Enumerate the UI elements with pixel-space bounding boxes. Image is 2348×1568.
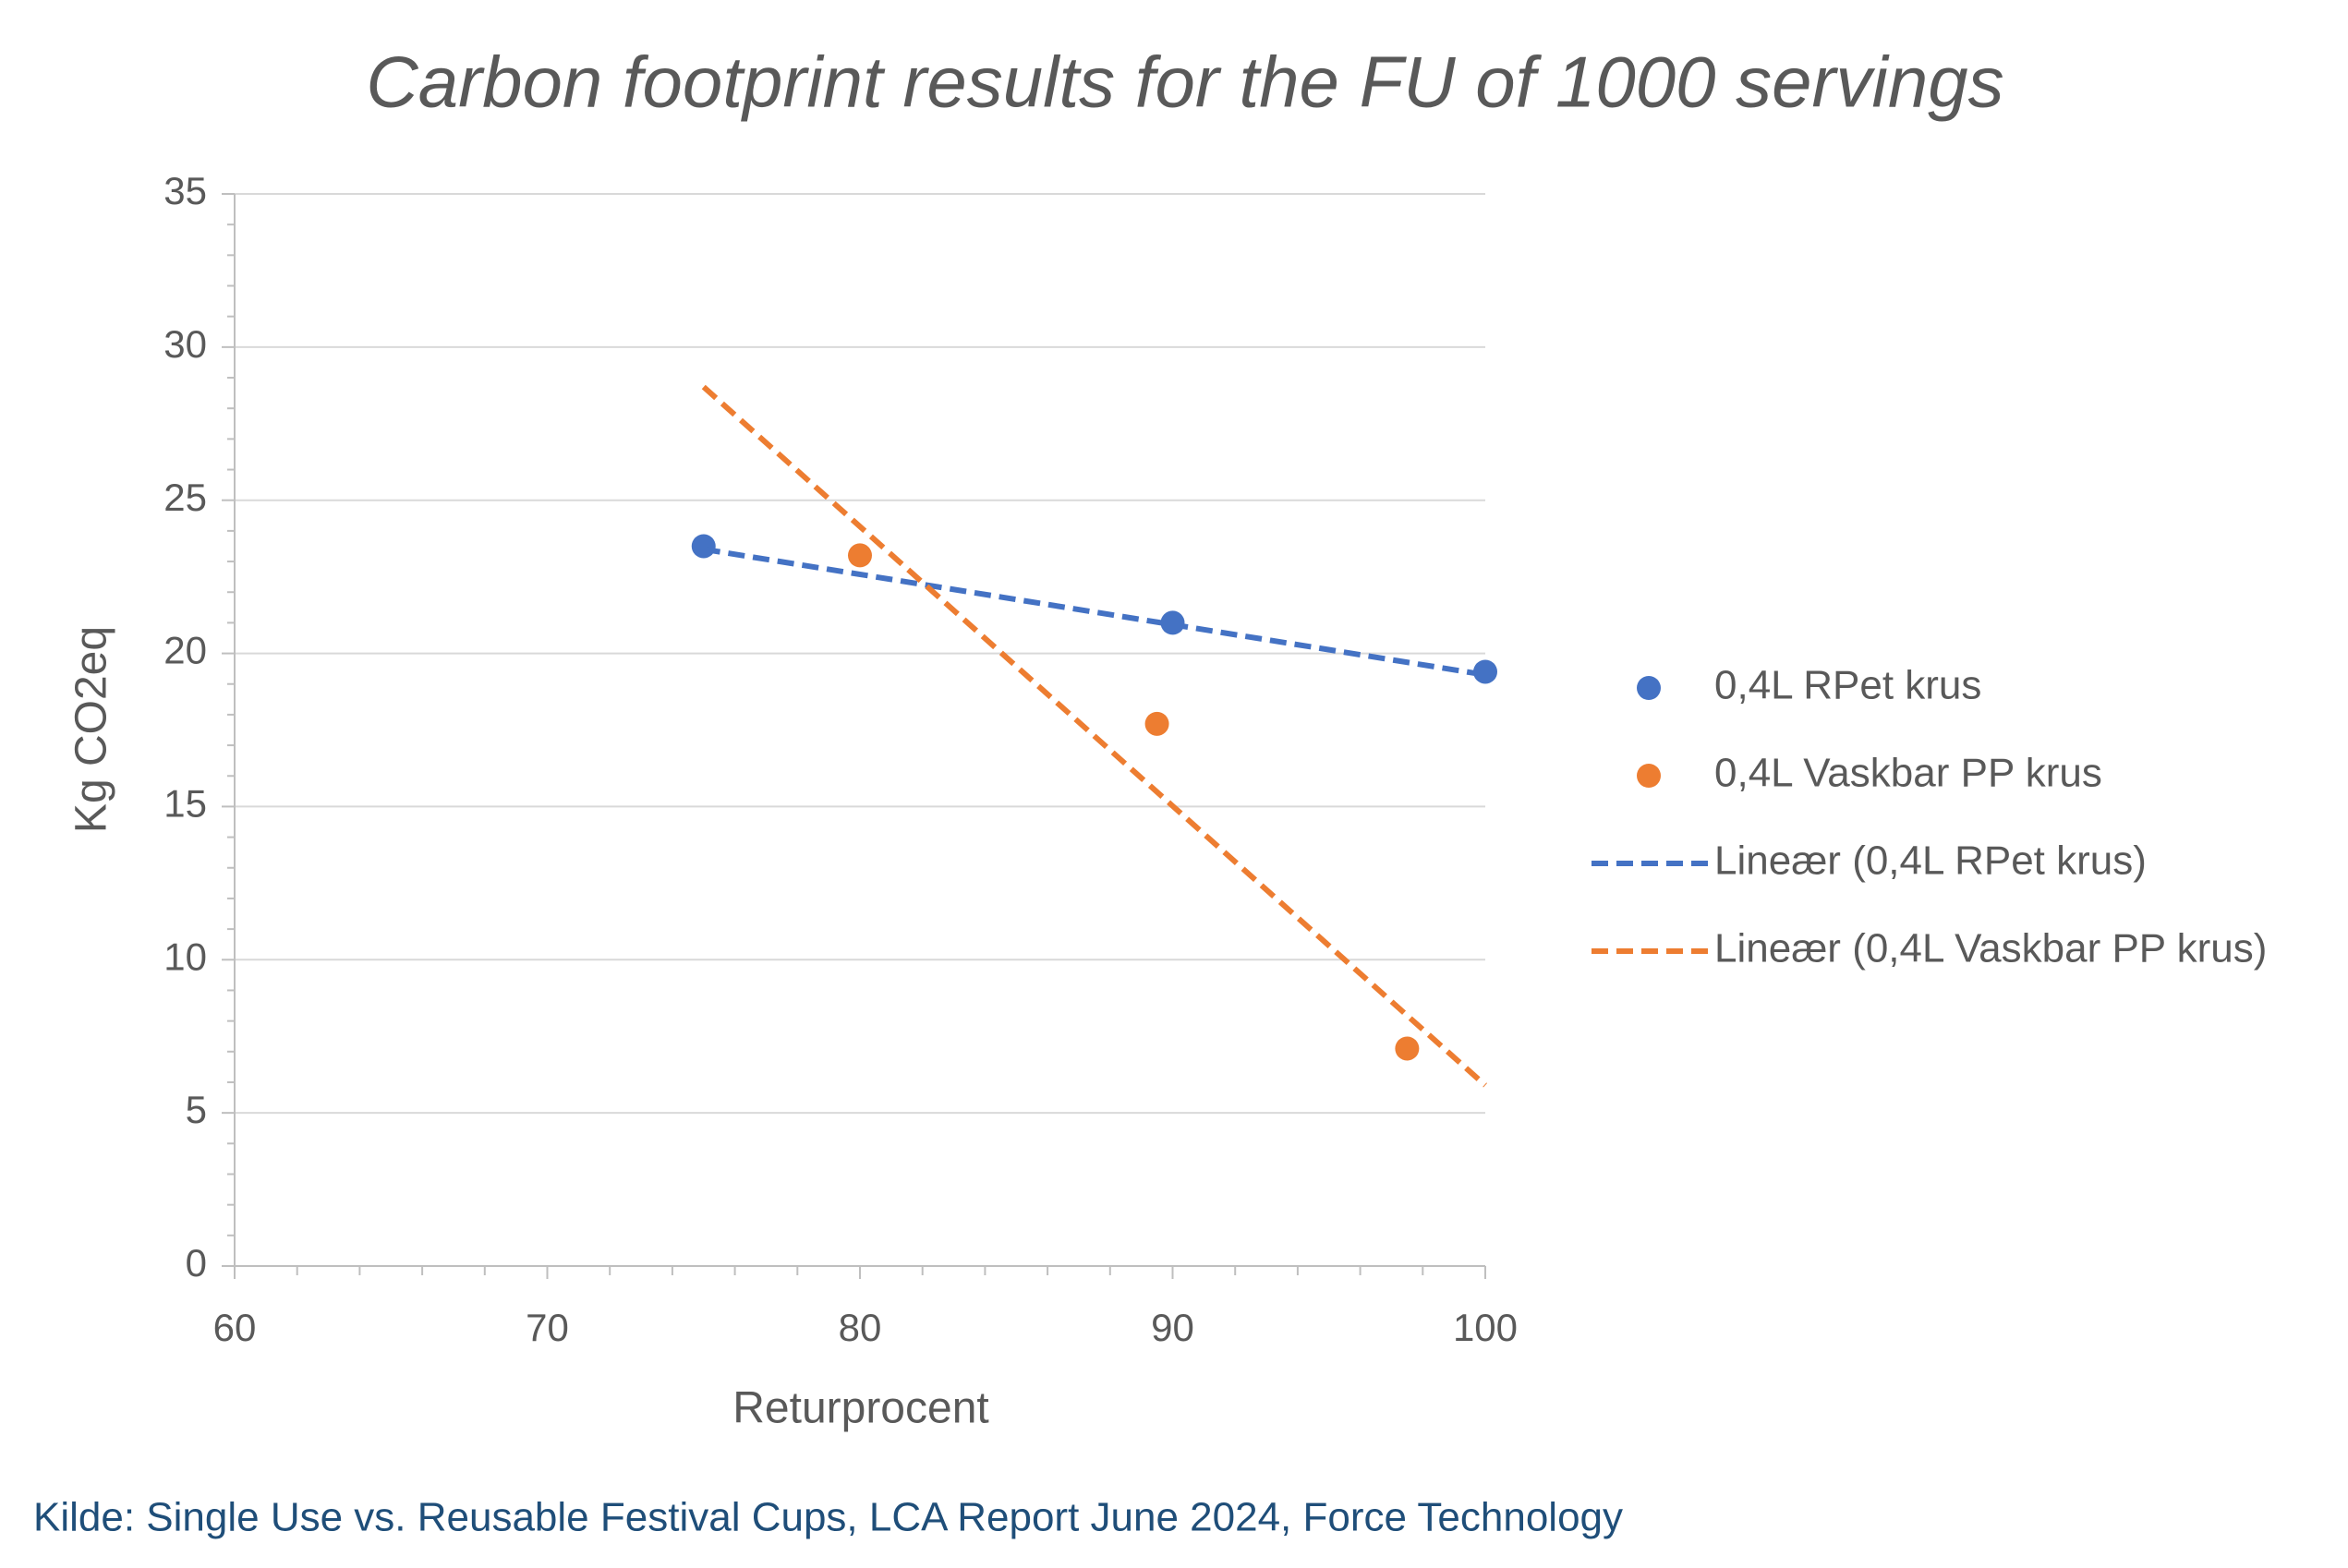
legend-label: Lineær (0,4L RPet krus) xyxy=(1714,838,2147,884)
legend-label: 0,4L Vaskbar PP krus xyxy=(1714,751,2102,796)
x-tick-label: 100 xyxy=(1453,1306,1518,1349)
x-tick-label: 70 xyxy=(526,1306,569,1349)
data-point xyxy=(691,534,716,559)
data-point xyxy=(1395,1036,1420,1061)
y-tick-label: 0 xyxy=(186,1241,207,1285)
legend-marker xyxy=(1637,764,1661,788)
chart-title: Carbon footprint results for the FU of 1… xyxy=(366,42,2003,123)
x-tick-label: 90 xyxy=(1151,1306,1194,1349)
trend-line xyxy=(701,384,1487,1088)
y-tick-label: 5 xyxy=(186,1088,207,1131)
source-note: Kilde: Single Use vs. Reusable Festival … xyxy=(33,1495,1623,1540)
x-tick-label: 60 xyxy=(213,1306,257,1349)
x-tick-label: 80 xyxy=(839,1306,882,1349)
y-tick-label: 25 xyxy=(163,476,207,519)
y-axis-title: Kg CO2eq xyxy=(67,626,116,833)
legend-label: Lineær (0,4L Vaskbar PP krus) xyxy=(1714,926,2267,971)
y-tick-label: 35 xyxy=(163,169,207,212)
data-point xyxy=(1144,711,1169,736)
legend-marker xyxy=(1637,676,1661,700)
x-axis-title: Returprocent xyxy=(732,1384,988,1433)
data-point xyxy=(848,543,872,568)
legend-label: 0,4L RPet krus xyxy=(1714,663,1981,708)
data-point xyxy=(1473,659,1497,684)
trend-line xyxy=(703,546,1486,678)
y-tick-label: 30 xyxy=(163,322,207,366)
y-tick-label: 15 xyxy=(163,782,207,826)
y-tick-label: 10 xyxy=(163,935,207,978)
y-tick-label: 20 xyxy=(163,629,207,672)
